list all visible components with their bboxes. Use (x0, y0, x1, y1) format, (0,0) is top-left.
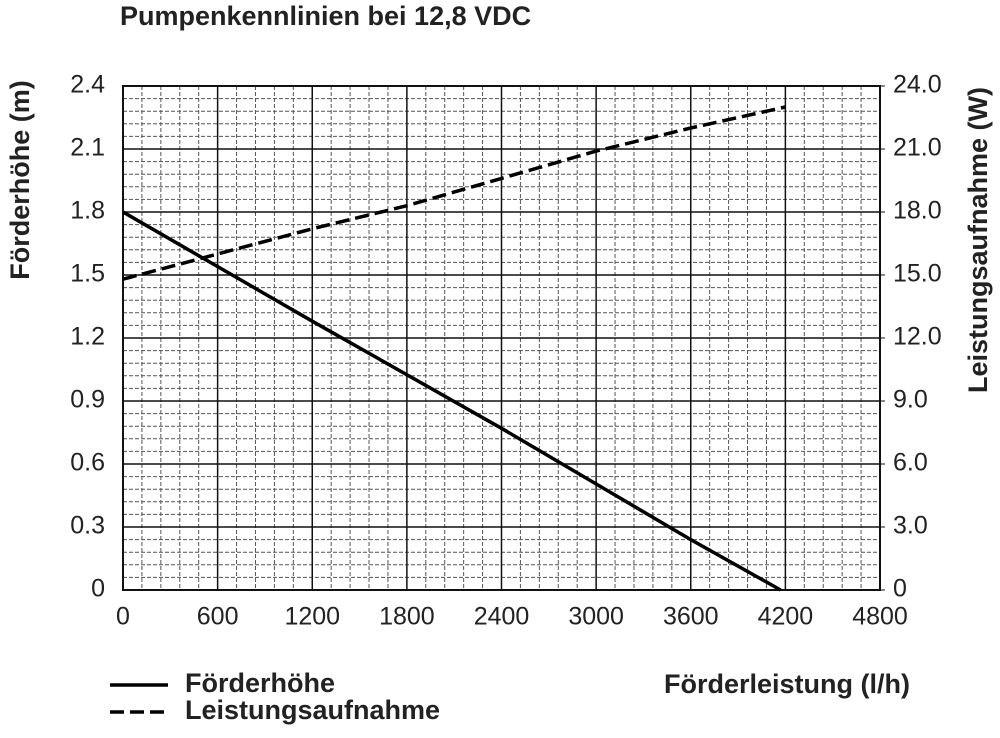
y2-tick-label: 12.0 (893, 323, 942, 351)
x-tick-label: 3000 (568, 603, 624, 631)
x-tick-label: 0 (116, 603, 130, 631)
y2-tick-label: 9.0 (893, 386, 928, 414)
x-tick-label: 2400 (474, 603, 530, 631)
x-tick-label: 1800 (379, 603, 435, 631)
y-axis-label: Förderhöhe (m) (5, 80, 35, 280)
y-tick-label: 1.5 (70, 260, 105, 288)
series-line (122, 105, 786, 281)
plot-frame (122, 85, 881, 591)
x-tick-label: 1200 (284, 603, 340, 631)
y2-tick-label: 3.0 (893, 512, 928, 540)
x-tick-label: 4200 (758, 603, 814, 631)
y-tick-label: 1.2 (70, 323, 105, 351)
x-tick-label: 3600 (663, 603, 719, 631)
y-tick-label: 0 (91, 575, 105, 603)
y2-tick-label: 21.0 (893, 134, 942, 162)
y2-tick-label: 6.0 (893, 449, 928, 477)
y-tick-label: 2.4 (70, 71, 105, 99)
y2-tick-label: 0 (893, 575, 907, 603)
y-tick-label: 1.8 (70, 197, 105, 225)
y-tick-label: 0.3 (70, 512, 105, 540)
x-tick-label: 4800 (852, 603, 908, 631)
y2-tick-label: 15.0 (893, 260, 942, 288)
legend-label: Förderhöhe (185, 668, 335, 698)
y2-tick-label: 18.0 (893, 197, 942, 225)
x-axis-label: Förderleistung (l/h) (664, 669, 910, 699)
y-tick-label: 2.1 (70, 134, 105, 162)
series-line (122, 210, 782, 592)
y-tick-label: 0.6 (70, 449, 105, 477)
x-tick-label: 600 (197, 603, 239, 631)
y2-tick-label: 24.0 (893, 71, 942, 99)
legend-label: Leistungsaufnahme (185, 695, 440, 725)
chart-title: Pumpenkennlinien bei 12,8 VDC (120, 1, 531, 31)
y2-axis-label: Leistungsaufnahme (W) (963, 87, 993, 393)
y-tick-label: 0.9 (70, 386, 105, 414)
